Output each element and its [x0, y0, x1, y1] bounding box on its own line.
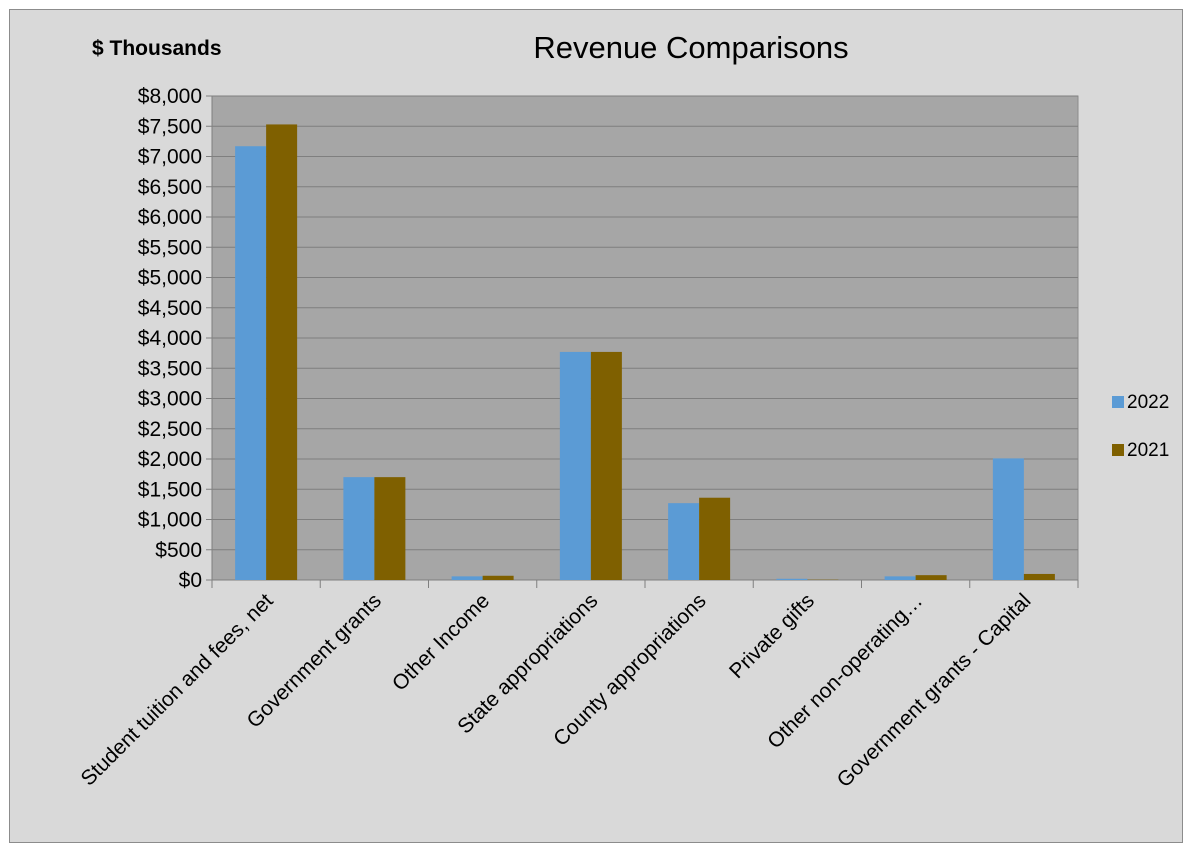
y-tick-label: $7,500: [138, 115, 202, 138]
revenue-chart: $ Thousands Revenue Comparisons $0 $500 $1…: [76, 30, 1169, 792]
y-tick-label: $4,000: [138, 327, 202, 350]
plot-area: $0 $500 $1,000 $1,500 $2,000 $2,500 $3,000 $3,5…: [76, 85, 1079, 792]
chart-frame: $ Thousands Revenue Comparisons $0 $500 $1…: [9, 9, 1183, 843]
legend-swatch: [1112, 396, 1124, 408]
legend-label: 2022: [1127, 392, 1169, 413]
y-tick-label: $500: [155, 539, 202, 562]
chart-title: Revenue Comparisons: [533, 30, 848, 65]
bar: [776, 578, 808, 580]
x-tick-label: Private gifts: [725, 589, 819, 683]
y-tick-label: $5,000: [138, 267, 202, 290]
y-tick-label: $6,000: [138, 206, 202, 229]
bar: [266, 124, 298, 580]
y-tick-label: $8,000: [138, 85, 202, 108]
legend: 2022 2021: [1112, 392, 1169, 461]
bar: [915, 575, 947, 580]
x-tick-label: Other Income: [388, 589, 494, 695]
bar: [668, 503, 700, 580]
bar: [884, 576, 916, 580]
y-tick-label: $7,000: [138, 146, 202, 169]
bar: [699, 497, 731, 580]
x-tick-label: Student tuition and fees, net: [76, 589, 277, 790]
y-tick-label: $2,000: [138, 448, 202, 471]
unit-label: $ Thousands: [92, 37, 222, 60]
bar: [451, 576, 483, 580]
y-tick-label: $3,500: [138, 357, 202, 380]
bar: [482, 575, 514, 580]
bar: [992, 458, 1024, 580]
bar: [590, 351, 622, 580]
x-tick-label: Government grants - Capital: [833, 589, 1036, 792]
bar: [1023, 573, 1055, 580]
y-tick-label: $0: [179, 569, 202, 592]
bar: [343, 477, 375, 580]
y-tick-label: $2,500: [138, 418, 202, 441]
y-tick-label: $1,000: [138, 509, 202, 532]
bar: [559, 351, 591, 580]
y-tick-label: $1,500: [138, 478, 202, 501]
y-tick-label: $3,000: [138, 388, 202, 411]
legend-label: 2021: [1127, 440, 1169, 461]
y-tick-label: $5,500: [138, 236, 202, 259]
bar: [235, 146, 267, 580]
bar: [374, 477, 406, 580]
y-tick-label: $4,500: [138, 297, 202, 320]
legend-swatch: [1112, 444, 1124, 456]
y-tick-label: $6,500: [138, 176, 202, 199]
